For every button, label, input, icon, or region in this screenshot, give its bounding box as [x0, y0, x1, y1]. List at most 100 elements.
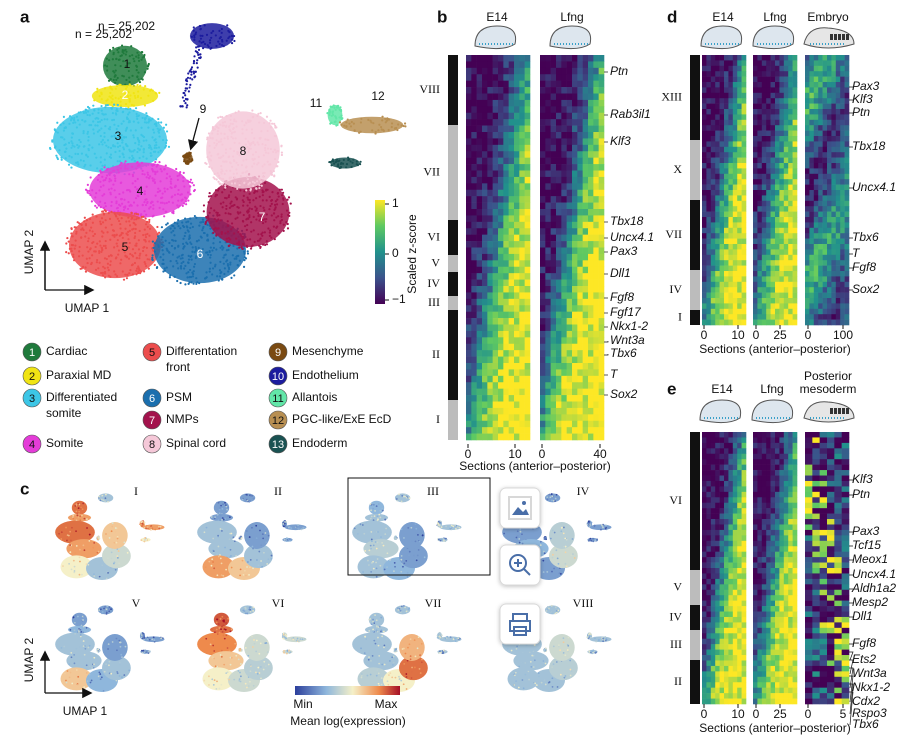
cell-dot [102, 244, 105, 247]
cell-dot [208, 191, 211, 195]
cell-dot [224, 151, 227, 154]
cell-dot [184, 200, 188, 203]
cell-dot [252, 497, 255, 500]
cell-dot [273, 157, 277, 161]
cell-dot [166, 222, 169, 225]
cell-dot [89, 176, 92, 179]
cell-dot [192, 29, 195, 32]
cell-dot [257, 143, 260, 146]
cell-dot [70, 136, 73, 139]
cell-dot [95, 206, 99, 209]
heatmap-cell [572, 119, 578, 126]
cell-dot [269, 170, 272, 173]
cell-dot [398, 493, 400, 496]
cell-dot [248, 201, 251, 204]
heatmap-cell [519, 337, 525, 345]
heatmap-cell [588, 401, 594, 409]
cell-dot [408, 497, 411, 500]
cell-dot [60, 156, 63, 159]
cluster-number: 6 [197, 247, 204, 261]
cell-dot [202, 210, 205, 213]
cell-dot [265, 199, 268, 202]
group-label: IV [427, 276, 440, 290]
heatmap-cell [514, 247, 520, 255]
heatmap-cell [588, 67, 594, 75]
cell-dot [118, 133, 122, 136]
heatmap-cell [550, 356, 557, 364]
cell-dot [154, 158, 158, 161]
cell-dot [80, 152, 84, 155]
heatmap-cell [540, 132, 546, 139]
cell-dot [224, 504, 227, 507]
cell-dot [143, 201, 146, 204]
cell-dot [144, 649, 146, 652]
cell-dot [128, 111, 131, 114]
cell-dot [384, 117, 387, 120]
cell-dot [116, 142, 119, 145]
heatmap-cell [598, 273, 605, 280]
cell-dot [114, 179, 117, 183]
heatmap-cell [508, 350, 515, 357]
cell-dot [240, 663, 242, 665]
heatmap-cell [561, 401, 567, 409]
cell-dot [204, 566, 207, 569]
cell-dot [102, 231, 105, 234]
legend-swatch [268, 410, 288, 430]
cell-dot [74, 632, 77, 635]
heatmap-cell [503, 292, 509, 300]
cell-dot [239, 574, 241, 577]
cell-dot [127, 230, 130, 233]
cell-dot [217, 534, 220, 537]
heatmap-cell [561, 80, 567, 88]
cell-dot [93, 573, 95, 576]
expression-region [363, 539, 399, 559]
cell-dot [221, 183, 224, 186]
heatmap-cell [487, 119, 493, 126]
cell-dot [592, 540, 595, 543]
heatmap-cell [524, 183, 531, 191]
heatmap-cell [471, 363, 477, 370]
cell-dot [257, 112, 260, 115]
cell-dot [227, 195, 230, 199]
cell-dot [236, 205, 239, 209]
cell-dot [126, 94, 129, 98]
heatmap-cell [466, 330, 472, 338]
heatmap-cell [487, 228, 493, 235]
cell-dot [233, 39, 236, 43]
cell-dot [121, 141, 124, 144]
cell-dot [220, 231, 224, 234]
heatmap-cell [503, 234, 509, 242]
cell-dot [105, 65, 109, 68]
cell-dot [258, 184, 261, 187]
cell-dot [187, 199, 190, 202]
heatmap-cell [487, 87, 493, 94]
cell-dot [178, 172, 181, 175]
cell-dot [142, 139, 145, 142]
heatmap-cell [482, 228, 488, 235]
cell-dot [241, 171, 245, 174]
cell-dot [129, 129, 132, 132]
heatmap-cell [556, 388, 562, 396]
cell-dot [229, 263, 232, 266]
heatmap-cell [476, 375, 483, 383]
cell-dot [187, 261, 190, 265]
heatmap-cell [476, 318, 483, 325]
heatmap-cell [545, 151, 551, 158]
cell-dot [172, 229, 175, 232]
heatmap-cell [514, 215, 520, 223]
heatmap-cell [508, 337, 515, 345]
heatmap-cell [503, 106, 509, 114]
cell-dot [219, 156, 222, 159]
heatmap-cell [582, 298, 589, 306]
cell-dot [75, 530, 77, 533]
cell-dot [157, 117, 160, 121]
heatmap-cell [582, 253, 589, 261]
heatmap-cell [482, 286, 488, 293]
heatmap-cell [540, 273, 546, 280]
heatmap-cell [540, 221, 546, 229]
cell-dot [204, 277, 207, 280]
heatmap-cell [577, 337, 583, 345]
heatmap-cell [540, 407, 546, 415]
cell-dot [171, 201, 174, 204]
cell-dot [104, 125, 107, 128]
